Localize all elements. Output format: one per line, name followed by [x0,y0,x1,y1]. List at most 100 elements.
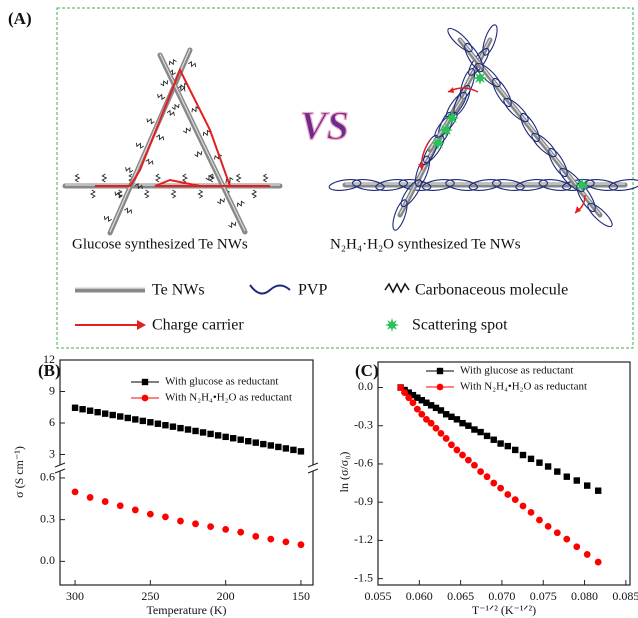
carbon-molecule [155,173,162,183]
carbon-molecule [166,109,175,117]
marker [86,494,94,501]
panel-label: (A) [8,9,32,28]
axis-break [54,462,66,468]
plot-frame [377,361,631,586]
marker [527,455,535,463]
legend-label: Carbonaceous molecule [415,282,568,299]
pvp-coil [503,97,529,123]
caption: N₂H₄·H₂O synthesized Te NWs [330,236,521,252]
marker [448,441,455,449]
panel-label: (B) [38,361,61,380]
carbon-molecule [191,106,200,113]
carbon-molecule [202,129,211,136]
marker [405,389,412,396]
legend-marker [436,367,444,375]
pvp-coil [468,179,502,191]
marker [544,463,552,470]
marker [401,389,409,396]
carbon-molecule [182,127,191,134]
pvp-coil [587,202,613,228]
marker [423,415,430,423]
y-tick-label: 9 [49,383,55,397]
panel-label: (C) [355,361,379,380]
legend-label: PVP [298,282,327,299]
marker [437,429,445,437]
marker [177,424,184,432]
legend-arrow-head [137,320,146,330]
marker [471,426,478,433]
y-tick-label: -1.5 [354,570,373,584]
carbon-molecule [74,173,81,183]
marker [511,496,519,504]
marker [245,437,252,445]
scattering-spot [431,136,445,150]
x-axis-label: Temperature (K) [146,603,226,617]
marker [483,432,491,440]
marker [477,428,484,436]
carbon-molecule [194,151,203,158]
pvp-coil [608,179,638,191]
legend-marker [141,378,149,386]
marker [584,482,591,489]
x-tick-label: 200 [217,589,235,603]
marker [94,408,101,416]
charge-arrow-head [575,206,581,213]
marker [222,525,230,533]
pvp-coil [464,42,484,73]
carbon-molecule [146,118,155,125]
rod-highlight [159,53,246,232]
carbon-molecule [157,93,166,100]
marker [275,443,282,451]
marker [109,411,116,419]
pvp-coil [414,155,431,187]
carbon-molecule [182,173,188,183]
y-axis-label: ln (σ/σ₀) [337,452,351,493]
marker [554,468,561,475]
carbon-molecule [114,191,123,198]
marker [418,410,426,418]
marker [290,446,297,454]
scattering-spot [439,123,453,137]
marker [214,432,222,439]
marker [573,543,581,551]
marker [267,442,275,449]
y-axis-label: σ (S cm⁻¹) [12,446,26,498]
marker [459,451,466,459]
pvp-coil [559,167,585,193]
marker [147,419,154,426]
marker [594,558,602,566]
legend-label: Charge carrier [152,317,244,334]
carbon-molecule [168,58,177,66]
charge-arrow-head [418,164,424,170]
carbon-molecule [156,134,165,141]
marker [442,435,450,442]
marker [184,426,192,433]
carbon-molecule [188,61,197,68]
carbon-molecule [103,215,112,222]
marker [437,407,445,414]
x-tick-label: 0.055 [365,589,392,603]
axis-break [307,462,319,468]
marker [459,419,466,427]
marker [101,498,109,505]
marker [563,535,571,543]
marker [139,417,147,425]
marker [512,446,519,454]
x-tick-label: 0.075 [530,589,557,603]
marker [132,416,139,423]
marker [497,440,504,447]
carbon-molecule [197,189,204,199]
legend-label: Te NWs [152,282,205,299]
marker [237,528,245,536]
carbon-molecule [101,173,108,183]
marker [162,422,169,429]
carbon-molecule [143,189,150,199]
pvp-coil [491,179,525,191]
marker [497,484,505,492]
marker [453,446,461,454]
pvp-coil [392,199,408,231]
carbon-molecule [160,80,169,87]
legend-marker [436,383,444,391]
diagram [62,24,638,236]
